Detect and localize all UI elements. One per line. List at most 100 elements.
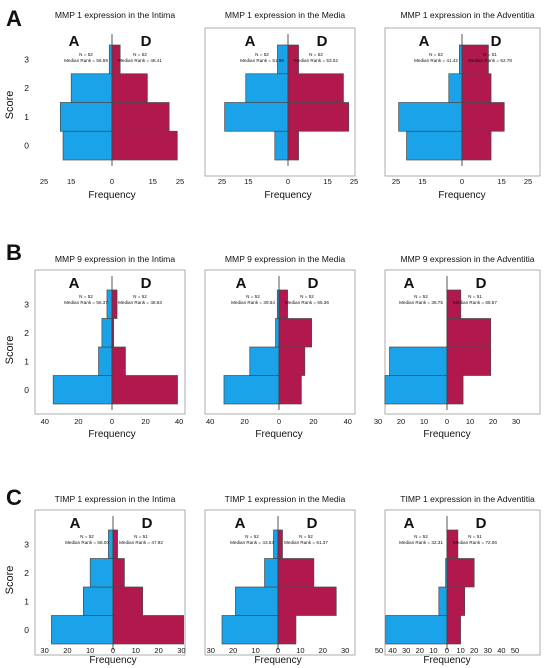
stat-d-line: Median Rank = 72.06 <box>453 540 497 545</box>
x-tick-label: 25 <box>392 177 400 186</box>
group-d-letter: D <box>476 515 487 532</box>
bar-d-score-0 <box>111 375 178 405</box>
x-axis-label: Frequency <box>254 655 301 666</box>
stat-d-line: Median Rank = 53.02 <box>294 58 338 63</box>
x-tick-label: 40 <box>206 417 214 426</box>
group-a-letter: A <box>404 515 415 532</box>
score-tick-label: 0 <box>24 625 29 635</box>
chart-title: TIMP 1 expression in the Adventitia <box>400 494 535 504</box>
stat-a-line: N = 52 <box>414 294 428 299</box>
stat-d-line: N = 52 <box>133 294 147 299</box>
bar-a-score-1 <box>83 586 114 616</box>
chart-A-3: MMP 1 expression in the Adventitia A D N = … <box>384 10 541 201</box>
chart-frame <box>204 509 356 656</box>
chart-frame <box>204 27 356 177</box>
group-d-letter: D <box>141 275 152 292</box>
bar-d-score-1 <box>277 586 337 616</box>
bar-a-score-0 <box>51 615 114 645</box>
bar-a-score-1 <box>249 346 280 376</box>
stat-a-line: Median Rank = 39.64 <box>231 300 275 305</box>
bar-a-score-2 <box>101 318 113 348</box>
bar-a-score-2 <box>70 73 113 103</box>
bar-d-score-2 <box>446 558 475 588</box>
x-tick-label: 30 <box>374 417 382 426</box>
score-tick-label: 1 <box>24 356 29 366</box>
stat-d-line: N = 51 <box>134 534 148 539</box>
bar-d-score-0 <box>287 130 299 161</box>
bar-a-score-0 <box>52 375 113 405</box>
chart-title: MMP 9 expression in the Intima <box>55 254 175 264</box>
bar-d-score-1 <box>278 346 306 376</box>
bar-d-score-3 <box>277 529 283 559</box>
bar-a-score-3 <box>108 529 114 559</box>
x-tick-label: 20 <box>309 417 317 426</box>
group-a-letter: A <box>69 33 80 50</box>
stat-a-line: Median Rank = 56.37 <box>64 300 108 305</box>
stat-d-line: N = 52 <box>299 534 313 539</box>
bar-d-score-0 <box>461 130 492 161</box>
x-tick-label: 20 <box>319 646 327 655</box>
bar-a-score-1 <box>398 102 463 132</box>
x-tick-label: 15 <box>244 177 252 186</box>
x-axis-label: Frequency <box>89 655 136 666</box>
bar-d-score-2 <box>446 318 492 348</box>
group-a-letter: A <box>70 515 81 532</box>
bar-a-score-0 <box>274 130 289 161</box>
chart-frame <box>384 27 541 177</box>
stat-a-line: Median Rank = 35.75 <box>399 300 443 305</box>
group-d-letter: D <box>142 515 153 532</box>
stat-d-line: Median Rank = 68.57 <box>453 300 497 305</box>
stat-a-line: N = 52 <box>429 52 443 57</box>
x-tick-label: 0 <box>460 177 464 186</box>
bar-a-score-2 <box>245 73 289 103</box>
chart-title: TIMP 1 expression in the Media <box>225 494 346 504</box>
x-tick-label: 0 <box>286 177 290 186</box>
bar-d-score-3 <box>461 44 489 75</box>
score-tick-label: 3 <box>24 54 29 64</box>
bar-d-score-0 <box>446 615 461 645</box>
x-axis-label: Frequency <box>264 190 311 201</box>
bar-d-score-1 <box>446 346 492 376</box>
stat-d-line: Median Rank = 61.37 <box>284 540 328 545</box>
bar-a-score-1 <box>438 586 448 616</box>
x-tick-label: 20 <box>154 646 162 655</box>
x-tick-label: 30 <box>484 646 492 655</box>
bar-d-score-1 <box>111 102 170 132</box>
bar-a-score-1 <box>389 346 448 376</box>
x-tick-label: 20 <box>489 417 497 426</box>
x-tick-label: 15 <box>67 177 75 186</box>
x-tick-label: 0 <box>110 177 114 186</box>
group-d-letter: D <box>141 33 152 50</box>
x-axis-label: Frequency <box>88 190 135 201</box>
bar-a-score-3 <box>273 529 279 559</box>
x-tick-label: 0 <box>276 646 280 655</box>
bar-d-score-1 <box>461 102 505 132</box>
chart-title: MMP 9 expression in the Adventitia <box>400 254 534 264</box>
group-d-letter: D <box>308 275 319 292</box>
stat-a-line: N = 52 <box>414 534 428 539</box>
x-tick-label: 50 <box>511 646 519 655</box>
chart-title: MMP 1 expression in the Media <box>225 10 345 20</box>
stat-d-line: N = 51 <box>468 294 482 299</box>
x-tick-label: 0 <box>445 417 449 426</box>
bar-d-score-1 <box>287 102 350 132</box>
x-tick-label: 0 <box>111 646 115 655</box>
x-tick-label: 25 <box>40 177 48 186</box>
x-tick-label: 40 <box>344 417 352 426</box>
x-tick-label: 30 <box>40 646 48 655</box>
x-tick-label: 10 <box>429 646 437 655</box>
bar-a-score-2 <box>275 318 280 348</box>
x-tick-label: 15 <box>149 177 157 186</box>
x-tick-label: 40 <box>388 646 396 655</box>
stat-d-line: N = 52 <box>133 52 147 57</box>
bar-d-score-1 <box>111 346 126 376</box>
x-tick-label: 40 <box>41 417 49 426</box>
x-tick-label: 0 <box>277 417 281 426</box>
bar-d-score-2 <box>277 558 315 588</box>
bar-a-score-2 <box>264 558 279 588</box>
bar-d-score-0 <box>111 130 178 161</box>
group-a-letter: A <box>69 275 80 292</box>
chart-frame <box>34 509 186 656</box>
group-d-letter: D <box>476 275 487 292</box>
